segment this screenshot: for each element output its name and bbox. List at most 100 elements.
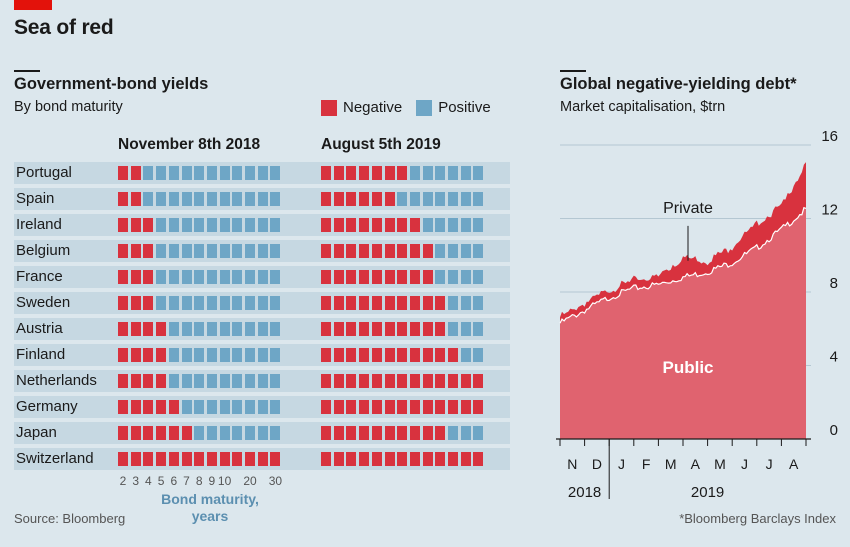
positive-yield-cell-2018	[219, 192, 230, 206]
negative-yield-cell-2019	[346, 270, 357, 284]
positive-yield-cell-2018	[168, 374, 179, 388]
bond-row: Japan	[14, 422, 510, 444]
negative-yield-cell-2018	[257, 452, 268, 466]
maturity-tick-labels: 2 3 4 5 6 7 8 9 10 20 30	[14, 474, 314, 490]
negative-yield-cell-2018	[118, 296, 128, 310]
positive-yield-cell-2019	[448, 244, 458, 258]
positive-yield-cell-2018	[219, 374, 230, 388]
positive-yield-cell-2018	[206, 374, 217, 388]
positive-yield-cell-2019	[448, 166, 458, 180]
positive-yield-cell-2018	[219, 218, 230, 232]
positive-yield-cell-2018	[270, 166, 281, 180]
positive-yield-cell-2019	[435, 270, 446, 284]
negative-yield-cell-2019	[321, 270, 331, 284]
negative-yield-cell-2018	[130, 374, 141, 388]
positive-yield-cell-2018	[181, 270, 192, 284]
positive-yield-cell-2018	[181, 322, 192, 336]
positive-yield-cell-2018	[206, 218, 217, 232]
maturity-tick: 3	[132, 474, 140, 488]
negative-yield-cell-2019	[397, 166, 408, 180]
country-label: Germany	[16, 398, 78, 415]
negative-yield-cell-2019	[333, 296, 344, 310]
negative-yield-cell-2019	[397, 400, 408, 414]
negative-yield-cell-2019	[435, 296, 446, 310]
negative-yield-cell-2019	[371, 166, 382, 180]
positive-yield-cell-2018	[181, 400, 192, 414]
bond-grid: Portugal Spain Ireland Belgium France Sweden A…	[14, 162, 510, 474]
positive-yield-cell-2018	[206, 322, 217, 336]
positive-yield-cell-2018	[232, 192, 243, 206]
positive-yield-cell-2018	[245, 296, 255, 310]
positive-yield-cell-2018	[257, 400, 268, 414]
negative-yield-cell-2019	[422, 296, 433, 310]
positive-yield-cell-2019	[435, 218, 446, 232]
negative-yield-cell-2018	[118, 192, 128, 206]
negative-yield-cell-2018	[130, 270, 141, 284]
negative-yield-cell-2019	[460, 374, 471, 388]
positive-yield-cell-2018	[257, 348, 268, 362]
negative-yield-cell-2019	[397, 426, 408, 440]
negative-yield-cell-2018	[143, 348, 154, 362]
negative-yield-cell-2019	[384, 296, 395, 310]
negative-yield-cell-2019	[384, 166, 395, 180]
negative-yield-cell-2019	[346, 452, 357, 466]
positive-yield-cell-2018	[206, 270, 217, 284]
negative-yield-cell-2019	[346, 374, 357, 388]
negative-yield-cell-2018	[118, 218, 128, 232]
negative-yield-cell-2019	[435, 452, 446, 466]
maturity-tick: 6	[170, 474, 178, 488]
positive-yield-cell-2018	[194, 374, 205, 388]
negative-yield-cell-2019	[384, 400, 395, 414]
negative-yield-cell-2018	[118, 348, 128, 362]
negative-yield-cell-2018	[118, 374, 128, 388]
negative-yield-cell-2019	[384, 244, 395, 258]
bond-x-axis-title: Bond maturity, years	[161, 491, 259, 524]
negative-yield-cell-2019	[333, 374, 344, 388]
negative-yield-cell-2019	[422, 244, 433, 258]
positive-yield-cell-2019	[473, 192, 484, 206]
positive-yield-cell-2018	[168, 166, 179, 180]
bond-row: Netherlands	[14, 370, 510, 392]
legend-negative-label: Negative	[343, 99, 403, 116]
month-tick-label: J	[618, 456, 625, 472]
positive-yield-cell-2019	[422, 192, 433, 206]
positive-yield-cell-2019	[473, 348, 484, 362]
negative-yield-cell-2019	[333, 322, 344, 336]
positive-yield-cell-2018	[257, 166, 268, 180]
positive-yield-cell-2018	[168, 348, 179, 362]
positive-yield-cell-2019	[473, 426, 484, 440]
negative-yield-cell-2018	[130, 426, 141, 440]
positive-yield-cell-2018	[232, 348, 243, 362]
positive-yield-cell-2018	[156, 270, 167, 284]
positive-yield-cell-2018	[194, 192, 205, 206]
positive-yield-cell-2018	[232, 270, 243, 284]
negative-yield-cell-2019	[409, 348, 420, 362]
bond-row: Sweden	[14, 292, 510, 314]
negative-yield-cell-2019	[321, 166, 331, 180]
maturity-tick: 2	[119, 474, 127, 488]
negative-yield-cell-2018	[130, 322, 141, 336]
negative-yield-cell-2019	[371, 374, 382, 388]
positive-yield-cell-2018	[194, 296, 205, 310]
positive-yield-cell-2019	[473, 270, 484, 284]
positive-yield-cell-2018	[257, 244, 268, 258]
year-label: 2018	[568, 484, 601, 501]
negative-yield-cell-2019	[397, 452, 408, 466]
positive-yield-cell-2018	[143, 192, 154, 206]
maturity-tick: 7	[183, 474, 190, 488]
negative-yield-cell-2018	[130, 192, 141, 206]
negative-yield-cell-2018	[130, 452, 141, 466]
positive-yield-cell-2018	[219, 244, 230, 258]
positive-yield-cell-2018	[270, 270, 281, 284]
positive-yield-cell-2019	[422, 166, 433, 180]
negative-yield-cell-2019	[422, 400, 433, 414]
negative-yield-cell-2019	[359, 296, 370, 310]
negative-yield-cell-2018	[118, 166, 128, 180]
positive-yield-cell-2018	[194, 244, 205, 258]
positive-yield-cell-2018	[270, 244, 281, 258]
positive-yield-cell-2018	[194, 270, 205, 284]
bond-chart-title: Government-bond yields	[14, 75, 209, 93]
positive-yield-cell-2018	[181, 244, 192, 258]
negative-yield-cell-2019	[397, 218, 408, 232]
negative-yield-cell-2019	[473, 374, 484, 388]
